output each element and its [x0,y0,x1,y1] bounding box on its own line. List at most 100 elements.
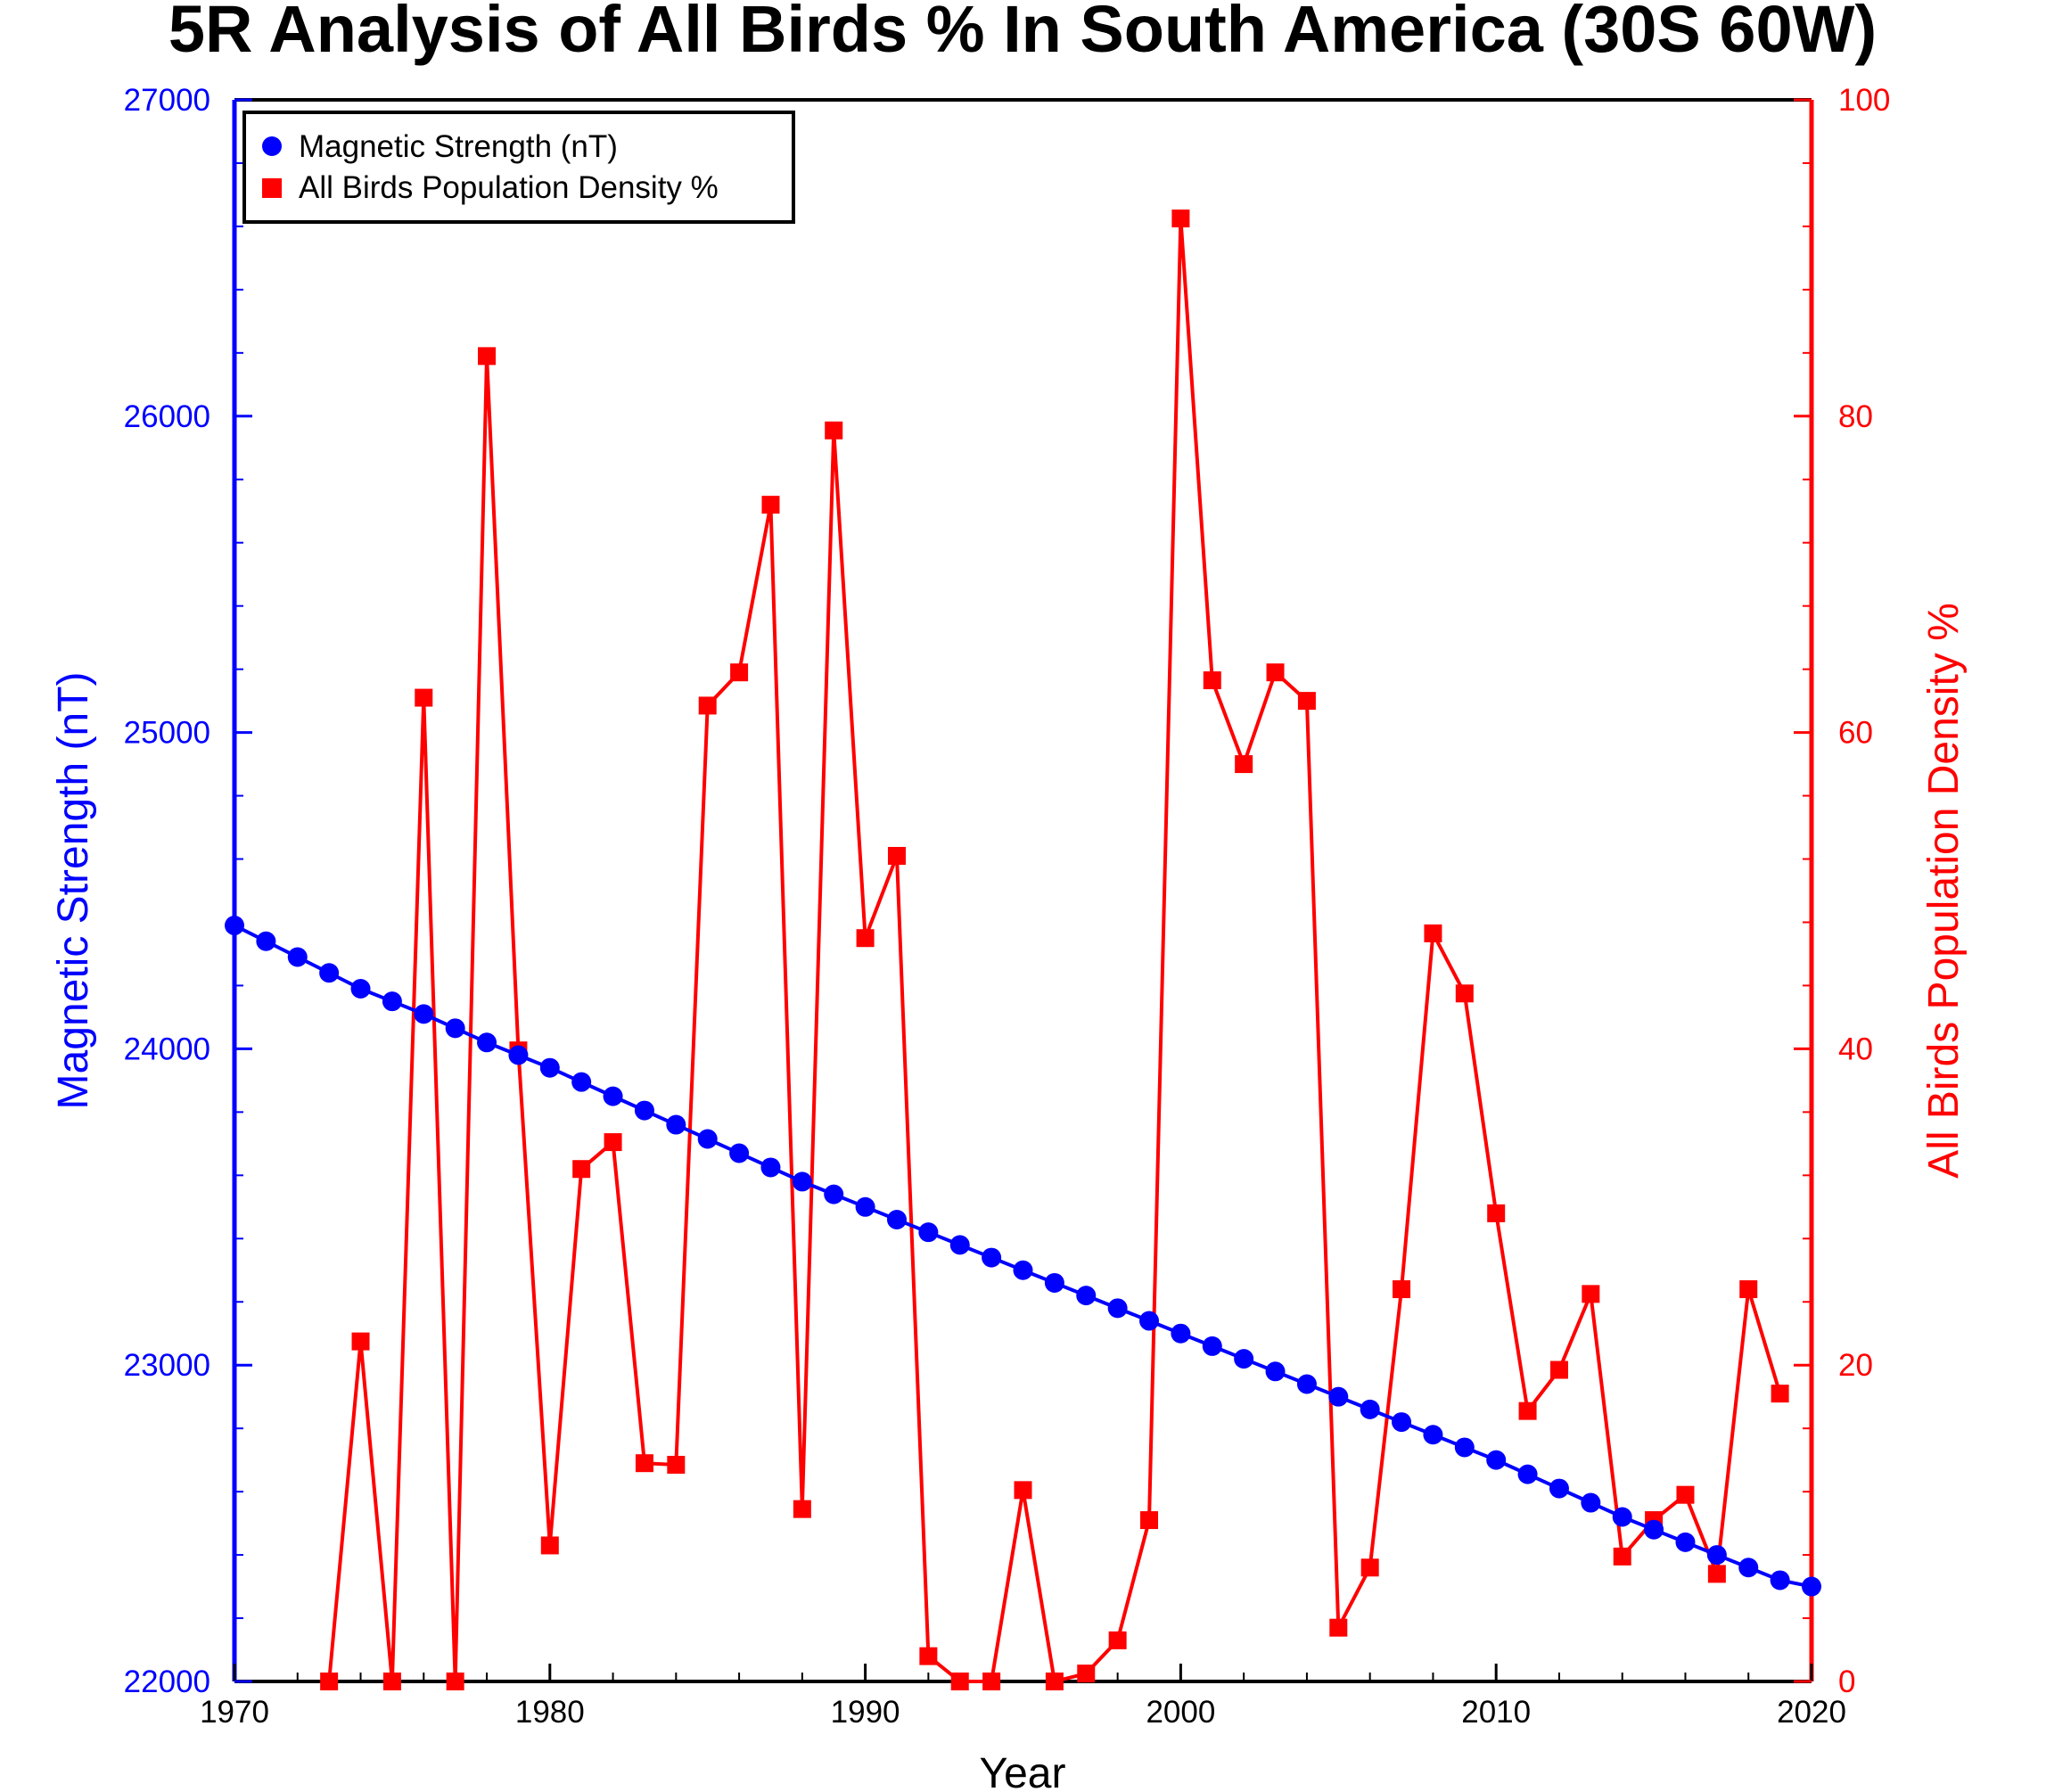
left-tick-label-24000: 24000 [124,1032,210,1066]
bird-density-point-2005 [1329,1618,1348,1637]
bird-density-point-1999 [1140,1511,1159,1530]
magnetic-strength-point-1982 [603,1086,623,1106]
bird-density-point-1976 [415,688,433,707]
x-tick-label-2000: 2000 [1146,1695,1215,1730]
magnetic-strength-point-1973 [319,963,340,983]
magnetic-strength-point-1985 [697,1129,718,1149]
series-bird-density [320,210,1789,1690]
bird-density-line [327,218,1782,1684]
magnetic-strength-point-2013 [1581,1492,1601,1513]
magnetic-strength-point-1989 [824,1184,844,1204]
magnetic-strength-point-2003 [1265,1361,1286,1382]
bird-density-point-1993 [950,1673,969,1690]
bird-density-point-1995 [1014,1481,1032,1500]
magnetic-strength-point-1978 [477,1032,497,1053]
magnetic-strength-point-1993 [949,1235,970,1255]
left-axis-label: Magnetic Strength (nT) [50,672,97,1110]
magnetic-strength-point-2016 [1675,1532,1696,1552]
left-tick-label-26000: 26000 [124,399,210,434]
magnetic-strength-point-1999 [1139,1311,1160,1331]
magnetic-strength-point-1974 [350,978,371,999]
magnetic-strength-point-1992 [918,1222,939,1243]
x-tick-label-2010: 2010 [1461,1695,1531,1730]
bird-density-point-1994 [982,1673,1001,1690]
bird-density-point-1996 [1045,1673,1064,1690]
legend-circle-marker [262,136,282,156]
bird-density-point-1986 [730,663,749,682]
magnetic-strength-point-1981 [571,1072,592,1092]
magnetic-strength-point-1996 [1044,1272,1064,1293]
magnetic-strength-point-1976 [414,1004,434,1024]
magnetic-strength-point-2012 [1549,1478,1569,1499]
x-axis-ticks: 1970 1980 1990 2000 2010 2020 [200,1664,1846,1730]
magnetic-strength-point-2002 [1234,1349,1254,1369]
bird-density-point-2008 [1424,924,1442,942]
magnetic-strength-point-2019 [1770,1570,1790,1591]
right-tick-label-100: 100 [1838,83,1890,118]
legend-square-marker [262,178,282,198]
x-tick-label-2020: 2020 [1777,1695,1846,1730]
magnetic-strength-point-1986 [729,1143,750,1163]
legend: Magnetic Strength (nT) All Birds Populat… [242,111,795,224]
bird-density-point-1984 [667,1455,686,1474]
bird-density-point-1991 [887,846,906,865]
bird-density-point-2003 [1266,663,1285,682]
magnetic-strength-point-1990 [855,1196,875,1217]
bird-density-point-1988 [793,1500,811,1518]
bird-density-point-1974 [351,1332,370,1351]
magnetic-strength-point-1998 [1107,1298,1128,1319]
bird-density-point-2019 [1771,1385,1789,1403]
magnetic-strength-point-2018 [1738,1558,1759,1578]
bird-density-point-2000 [1171,210,1190,228]
magnetic-strength-point-2006 [1360,1399,1380,1419]
magnetic-strength-point-1972 [287,947,308,967]
legend-box [242,111,795,224]
magnetic-strength-point-2015 [1644,1519,1664,1540]
bird-density-point-2013 [1582,1285,1600,1303]
x-axis-label: Year [980,1750,1066,1792]
magnetic-strength-point-1970 [225,916,244,936]
bird-density-point-2011 [1518,1402,1537,1420]
magnetic-strength-point-1994 [982,1247,1002,1268]
bird-density-point-1989 [825,421,843,440]
bird-density-point-1985 [698,696,717,715]
bird-density-point-2009 [1455,984,1474,1003]
series-magnetic-strength [225,916,1821,1597]
left-axis-ticks: 22000 23000 24000 25000 26000 27000 [124,83,252,1699]
magnetic-strength-point-2014 [1612,1507,1632,1527]
right-tick-label-40: 40 [1838,1032,1873,1066]
magnetic-strength-point-1988 [792,1171,812,1192]
magnetic-strength-point-2020 [1802,1576,1821,1597]
bird-density-point-2006 [1360,1558,1379,1577]
x-tick-label-1990: 1990 [831,1695,900,1730]
right-axis-label: All Birds Population Density % [1920,603,1968,1179]
bird-density-point-1975 [382,1673,401,1690]
bird-density-point-2017 [1707,1565,1726,1583]
magnetic-strength-point-2000 [1171,1323,1191,1344]
right-tick-label-80: 80 [1838,399,1873,434]
bird-density-point-2004 [1297,692,1316,711]
bird-density-point-2002 [1235,755,1253,774]
x-tick-label-1970: 1970 [200,1695,269,1730]
magnetic-strength-point-1980 [539,1057,560,1078]
legend-label-magnetic: Magnetic Strength (nT) [299,129,618,164]
bird-density-point-2012 [1549,1360,1568,1379]
magnetic-strength-point-1995 [1013,1260,1033,1280]
bird-density-point-1977 [446,1673,464,1690]
magnetic-strength-point-2001 [1202,1336,1222,1356]
bird-density-point-1982 [604,1133,622,1152]
bird-density-point-1978 [478,347,497,366]
magnetic-strength-point-2004 [1296,1374,1317,1394]
magnetic-strength-point-1987 [760,1157,781,1178]
x-tick-label-1980: 1980 [515,1695,585,1730]
magnetic-strength-point-2010 [1486,1450,1507,1470]
magnetic-strength-point-2011 [1517,1464,1538,1484]
bird-density-point-1992 [919,1647,938,1665]
bird-density-point-2016 [1676,1485,1695,1504]
bird-density-point-2010 [1487,1204,1506,1222]
bird-density-point-1998 [1108,1631,1127,1649]
magnetic-strength-point-1979 [508,1045,529,1065]
plot-frame [232,98,1814,1683]
left-tick-label-22000: 22000 [124,1665,210,1699]
chart-title: 5R Analysis of All Birds % In South Amer… [168,0,1877,66]
